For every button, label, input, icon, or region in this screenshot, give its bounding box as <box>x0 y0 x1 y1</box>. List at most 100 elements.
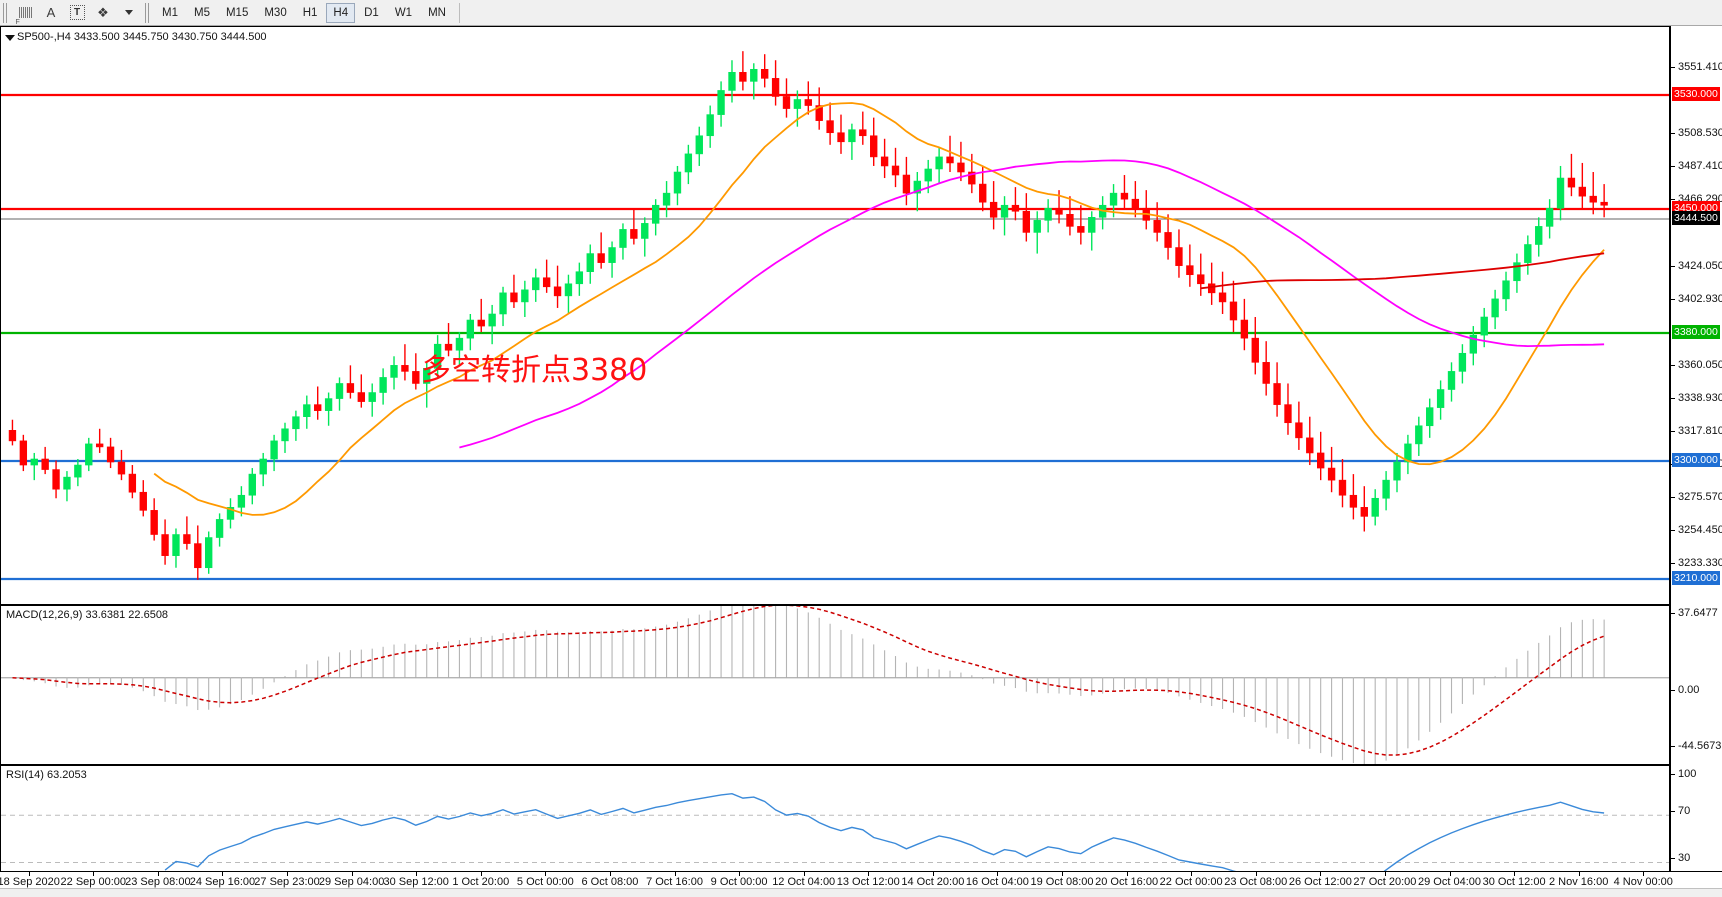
time-tick <box>1578 872 1580 876</box>
time-tick-label: 4 Nov 00:00 <box>1613 876 1673 888</box>
timeframe-mn[interactable]: MN <box>428 6 446 19</box>
time-tick-label: 27 Sep 23:00 <box>254 876 320 888</box>
macd-tick <box>1671 746 1675 747</box>
rsi-tick-label: 100 <box>1678 768 1697 780</box>
price-tick-label: 3551.410 <box>1678 61 1722 73</box>
time-tick-label: 29 Oct 04:00 <box>1418 876 1481 888</box>
chart-area[interactable]: SP500-,H4 3433.500 3445.750 3430.750 344… <box>0 26 1722 897</box>
main-toolbar: F A T ❖ M1 M5 M15 M30 H1 H4 D1 W1 MN <box>0 0 1722 26</box>
timeframe-m30[interactable]: M30 <box>264 6 287 19</box>
time-tick-label: 7 Oct 16:00 <box>646 876 703 888</box>
time-tick <box>803 872 805 876</box>
time-tick-label: 18 Sep 2020 <box>0 876 60 888</box>
time-tick-label: 30 Oct 12:00 <box>1482 876 1546 888</box>
crosshair-grid-icon[interactable]: F <box>12 1 38 26</box>
time-tick-label: 30 Sep 12:00 <box>383 876 449 888</box>
price-tick-label: 3233.330 <box>1678 557 1722 569</box>
price-tick <box>1671 431 1675 432</box>
toolbar-grip[interactable] <box>3 2 9 23</box>
timeframe-group-grip[interactable] <box>145 2 151 23</box>
time-tick <box>1643 872 1645 876</box>
price-tick-label: 3487.410 <box>1678 160 1722 172</box>
time-tick <box>28 872 30 876</box>
timeframe-d1[interactable]: D1 <box>364 6 379 19</box>
time-tick-label: 12 Oct 04:00 <box>772 876 836 888</box>
time-tick <box>997 872 999 876</box>
time-tick-label: 22 Oct 00:00 <box>1159 876 1223 888</box>
rsi-tick <box>1671 811 1675 812</box>
price-tick <box>1671 563 1675 564</box>
objects-dropdown-caret-icon[interactable] <box>116 1 142 25</box>
timeframe-h4[interactable]: H4 <box>326 2 356 23</box>
price-level-tag[interactable]: 3444.500 <box>1672 211 1720 225</box>
time-tick <box>1191 872 1193 876</box>
time-tick-label: 22 Sep 00:00 <box>60 876 127 888</box>
time-tick <box>1126 872 1128 876</box>
timeframe-m15[interactable]: M15 <box>225 6 249 19</box>
macd-plot <box>1 606 1669 764</box>
price-tick-label: 3275.570 <box>1678 491 1722 503</box>
time-tick-label: 20 Oct 16:00 <box>1095 876 1159 888</box>
time-tick <box>351 872 353 876</box>
time-tick-label: 9 Oct 00:00 <box>710 876 768 888</box>
time-tick <box>609 872 611 876</box>
price-plot <box>1 51 1669 581</box>
price-tick-label: 3360.050 <box>1678 359 1722 371</box>
toolbar-separator <box>458 2 460 23</box>
price-level-tag[interactable]: 3530.000 <box>1672 87 1720 101</box>
macd-tick-label: -44.5673 <box>1678 740 1722 752</box>
time-tick-label: 5 Oct 00:00 <box>516 876 574 888</box>
time-tick <box>480 872 482 876</box>
text-label-icon[interactable]: A <box>46 5 56 20</box>
macd-scale[interactable]: 37.6477 0.00 -44.5673 <box>1670 605 1722 765</box>
price-tick <box>1671 497 1675 498</box>
time-tick-label: 27 Oct 20:00 <box>1353 876 1417 888</box>
macd-pane[interactable]: MACD(12,26,9) 33.6381 22.6508 <box>0 605 1670 765</box>
macd-label: MACD(12,26,9) 33.6381 22.6508 <box>6 609 169 621</box>
objects-icon[interactable]: ❖ <box>97 4 109 20</box>
symbol-collapse-icon[interactable] <box>5 35 15 41</box>
time-tick <box>545 872 547 876</box>
symbol-ohlc-label: SP500-,H4 3433.500 3445.750 3430.750 344… <box>17 31 267 43</box>
price-tick-label: 3508.530 <box>1678 127 1722 139</box>
price-scale[interactable]: 3551.410 3508.530 3487.410 3466.290 3424.050… <box>1670 26 1722 635</box>
rsi-label: RSI(14) 63.2053 <box>6 769 87 781</box>
time-tick-label: 23 Sep 08:00 <box>125 876 191 888</box>
time-tick-label: 26 Oct 12:00 <box>1288 876 1352 888</box>
price-tick-label: 3317.810 <box>1678 425 1722 437</box>
price-level-tag[interactable]: 3300.000 <box>1672 453 1720 467</box>
rsi-tick <box>1671 858 1675 859</box>
status-bar <box>0 888 1722 897</box>
price-tick-label: 3338.930 <box>1678 392 1722 404</box>
time-tick <box>739 872 741 876</box>
time-tick <box>222 872 224 876</box>
price-tick <box>1671 166 1675 167</box>
timeframe-m1[interactable]: M1 <box>162 6 178 19</box>
time-tick-label: 29 Sep 04:00 <box>318 876 385 888</box>
time-tick <box>93 872 95 876</box>
time-tick <box>1062 872 1064 876</box>
timeframe-m5[interactable]: M5 <box>193 6 210 19</box>
price-tick <box>1671 133 1675 134</box>
time-tick-label: 13 Oct 12:00 <box>836 876 900 888</box>
time-tick <box>416 872 418 876</box>
timeframe-w1[interactable]: W1 <box>394 6 413 19</box>
time-tick-label: 16 Oct 04:00 <box>965 876 1029 888</box>
macd-tick <box>1671 613 1675 614</box>
macd-tick-label: 0.00 <box>1678 684 1700 696</box>
time-tick-label: 14 Oct 20:00 <box>901 876 965 888</box>
time-tick-label: 1 Oct 20:00 <box>452 876 510 888</box>
price-level-tag[interactable]: 3210.000 <box>1672 571 1720 585</box>
time-tick-label: 2 Nov 16:00 <box>1549 876 1609 888</box>
time-tick-label: 24 Sep 16:00 <box>189 876 256 888</box>
time-tick <box>674 872 676 876</box>
timeframe-h1[interactable]: H1 <box>302 6 318 19</box>
text-box-icon[interactable]: T <box>64 1 90 25</box>
price-tick <box>1671 365 1675 366</box>
price-pane[interactable]: SP500-,H4 3433.500 3445.750 3430.750 344… <box>0 26 1670 605</box>
time-tick <box>1449 872 1451 876</box>
price-level-tag[interactable]: 3380.000 <box>1672 325 1720 339</box>
price-tick <box>1671 530 1675 531</box>
time-tick <box>932 872 934 876</box>
price-tick <box>1671 199 1675 200</box>
